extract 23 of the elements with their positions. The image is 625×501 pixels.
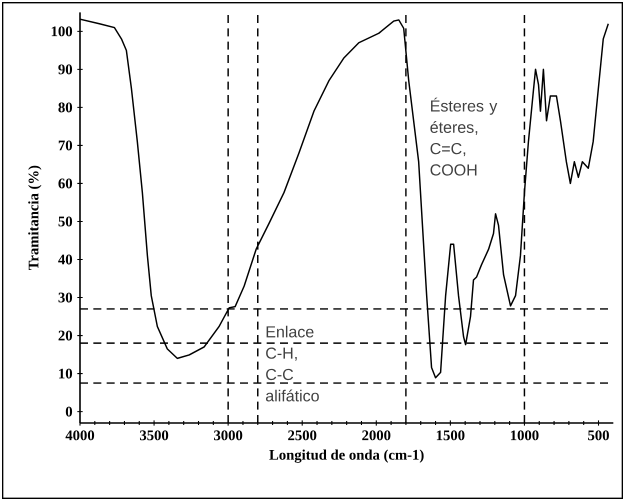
x-axis-title: Longitud de onda (cm-1) bbox=[269, 449, 424, 463]
y-tick-label: 90 bbox=[58, 64, 72, 74]
x-tick-label: 3000 bbox=[214, 430, 242, 440]
annotation: Ésteres y éteres, C=C, COOH bbox=[430, 98, 498, 176]
y-tick-label: 10 bbox=[59, 368, 72, 379]
x-tick-label: 1500 bbox=[436, 430, 464, 440]
y-tick-label: 100 bbox=[52, 26, 72, 36]
x-tick-label: 500 bbox=[588, 430, 609, 440]
y-tick-label: 20 bbox=[58, 330, 72, 340]
x-tick-label: 3500 bbox=[140, 430, 168, 440]
y-tick-label: 60 bbox=[58, 178, 72, 188]
x-tick-label: 4000 bbox=[66, 430, 94, 440]
y-tick-label: 0 bbox=[66, 406, 72, 417]
x-tick-label: 2500 bbox=[288, 430, 316, 440]
x-tick-label: 1000 bbox=[510, 430, 539, 440]
y-tick-label: 70 bbox=[58, 140, 72, 150]
y-tick-label: 50 bbox=[58, 216, 72, 226]
y-axis-title: Tramitancia (%) bbox=[28, 166, 42, 270]
x-tick-label: 2000 bbox=[362, 430, 390, 440]
y-tick-label: 80 bbox=[58, 102, 72, 112]
y-tick-label: 40 bbox=[58, 254, 72, 264]
y-tick-label: 30 bbox=[58, 292, 72, 302]
annotation: Enlace C-H, C-C alifático bbox=[266, 326, 319, 402]
